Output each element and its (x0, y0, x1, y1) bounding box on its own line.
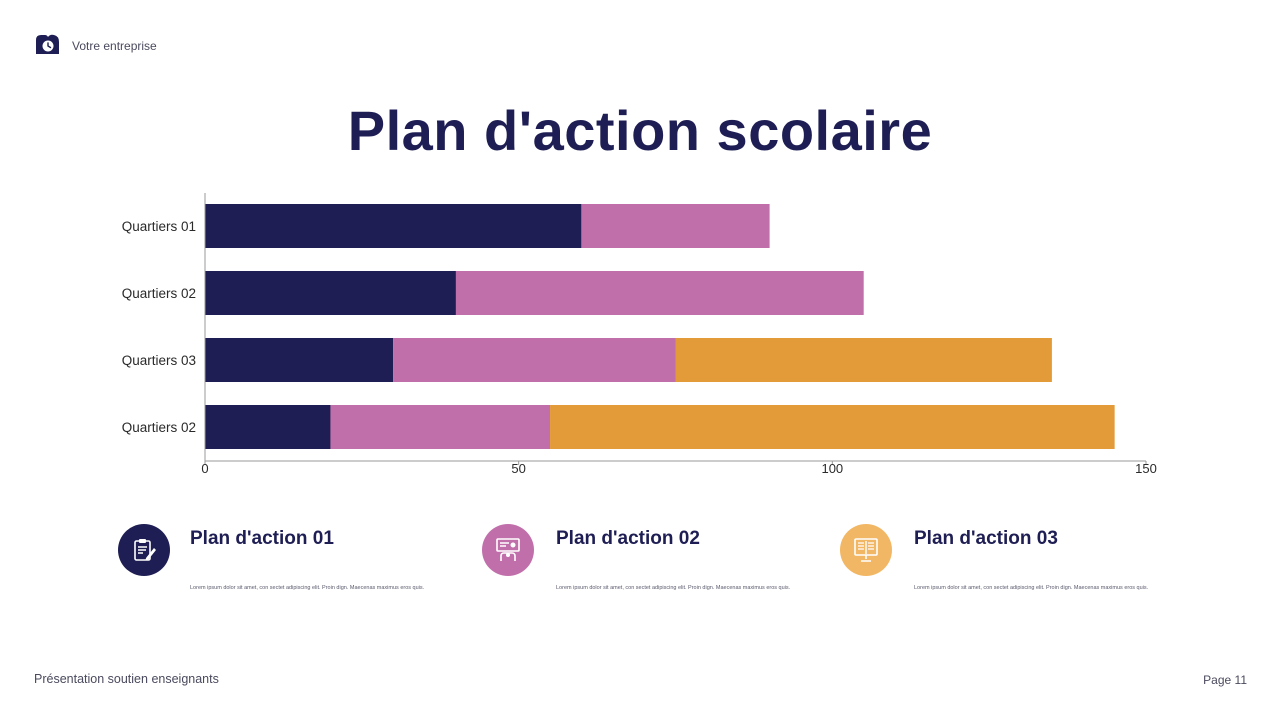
bar-segment (393, 338, 676, 382)
category-label: Quartiers 03 (122, 353, 196, 368)
plan-icon-circle (118, 524, 170, 576)
bar-segment (550, 405, 1115, 449)
x-tick-label: 100 (821, 461, 843, 476)
bar-segment (205, 405, 331, 449)
plan-icon-circle (482, 524, 534, 576)
plan-title: Plan d'action 02 (556, 528, 700, 549)
x-tick-label: 150 (1135, 461, 1157, 476)
plan-title: Plan d'action 03 (914, 528, 1058, 549)
x-tick-label: 50 (511, 461, 525, 476)
open-book-monitor-icon (854, 538, 878, 562)
bar-segment (330, 405, 551, 449)
bar-segment (205, 204, 582, 248)
plan-icon-circle (840, 524, 892, 576)
bar-segment (581, 204, 770, 248)
footer-presentation-name: Présentation soutien enseignants (34, 672, 219, 686)
plan-description: Lorem ipsum dolor sit amet, con sectet a… (190, 585, 425, 591)
clipboard-pencil-icon (134, 539, 156, 561)
bar-segment (205, 338, 394, 382)
presentation-teacher-icon (496, 538, 520, 561)
page-number: Page 11 (1203, 673, 1247, 687)
company-name: Votre entreprise (72, 39, 157, 53)
x-tick-label: 0 (201, 461, 208, 476)
bar-segment (455, 271, 864, 315)
bar-segment (205, 271, 456, 315)
bar-segment (675, 338, 1052, 382)
page-title: Plan d'action scolaire (347, 99, 933, 162)
category-label: Quartiers 02 (122, 286, 196, 301)
plan-description: Lorem ipsum dolor sit amet, con sectet a… (914, 585, 1149, 591)
plan-title: Plan d'action 01 (190, 528, 334, 549)
stacked-bar-chart: Quartiers 01 Quartiers 02 Quartiers 03 Quar… (122, 193, 1157, 476)
plan-description: Lorem ipsum dolor sit amet, con sectet a… (556, 585, 791, 591)
cloud-clock-icon (36, 34, 59, 54)
category-label: Quartiers 02 (122, 420, 196, 435)
category-label: Quartiers 01 (122, 219, 196, 234)
